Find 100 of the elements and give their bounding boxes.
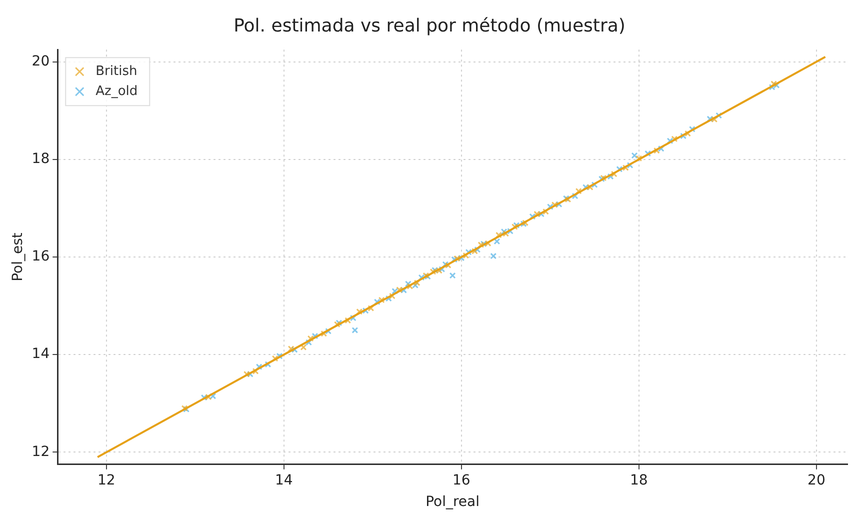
point [210,392,216,400]
point [396,286,403,293]
point [768,84,776,90]
point [529,213,536,220]
point [449,272,456,279]
point [546,204,554,210]
x-tick-label: 16 [452,472,470,488]
point [688,126,696,132]
point [368,305,374,312]
point [658,145,664,152]
point [680,132,687,140]
point [350,314,356,322]
point [538,210,545,218]
point [575,188,582,194]
point [205,394,212,400]
y-tick-label: 18 [32,151,50,168]
point [591,182,598,188]
point [374,298,380,306]
point [626,162,634,168]
point [385,295,392,302]
point [616,166,623,172]
point [671,136,678,142]
point [495,232,502,238]
point [344,317,352,324]
point [325,328,332,334]
point [418,274,425,281]
point [246,370,254,378]
point [306,339,312,346]
point [404,280,412,288]
point [438,266,446,272]
x-axis-title: Pol_real [426,494,480,510]
point [312,332,318,340]
point [644,150,652,157]
point [631,152,638,159]
point [320,330,328,337]
point [392,288,398,294]
point [474,246,481,253]
point [454,255,460,262]
point [378,296,385,304]
point [622,164,629,171]
point [636,155,642,162]
point [507,228,514,234]
point [542,208,549,215]
point [436,267,442,274]
point [400,286,407,294]
point [352,326,358,334]
point [773,82,780,88]
point [256,364,262,370]
point [444,262,452,269]
point [388,292,396,300]
y-tick-label: 16 [32,248,50,265]
point [462,252,470,259]
x-tick-label: 18 [630,472,648,488]
point [276,352,283,360]
point [572,192,578,200]
chart-title: Pol. estimada vs real por método (muestra) [234,15,626,36]
point [582,184,589,190]
point [653,147,660,154]
point [716,112,722,119]
point [356,308,363,315]
point [307,335,314,342]
point [406,283,414,290]
point [291,346,298,353]
point [534,210,540,218]
y-tick-label: 20 [32,53,50,70]
point [478,242,484,248]
point [362,307,369,314]
point [684,130,691,137]
point [252,368,259,374]
point [272,355,278,362]
point [264,361,272,368]
point [706,116,714,122]
point [442,261,449,268]
point [666,138,674,144]
point [484,240,492,247]
point [300,344,307,351]
legend-label: British [96,64,138,79]
x-tick-label: 12 [98,472,116,488]
point [711,116,718,123]
point [414,280,420,286]
point [243,370,250,378]
point [465,248,472,256]
point [551,202,558,208]
x-tick-label: 20 [808,472,826,488]
point [458,254,465,262]
point [770,80,778,87]
x-tick-label: 14 [275,472,293,488]
y-tick-label: 12 [32,444,50,460]
y-axis-title: Pol_est [10,232,26,282]
point [412,282,419,289]
point [288,346,294,352]
point [451,256,458,263]
point [610,170,618,178]
point [490,252,497,260]
point [494,238,500,245]
point [480,240,487,248]
legend-label: Az_old [96,84,138,99]
y-tick-label: 14 [32,346,50,362]
point [200,394,208,401]
point [472,248,478,254]
